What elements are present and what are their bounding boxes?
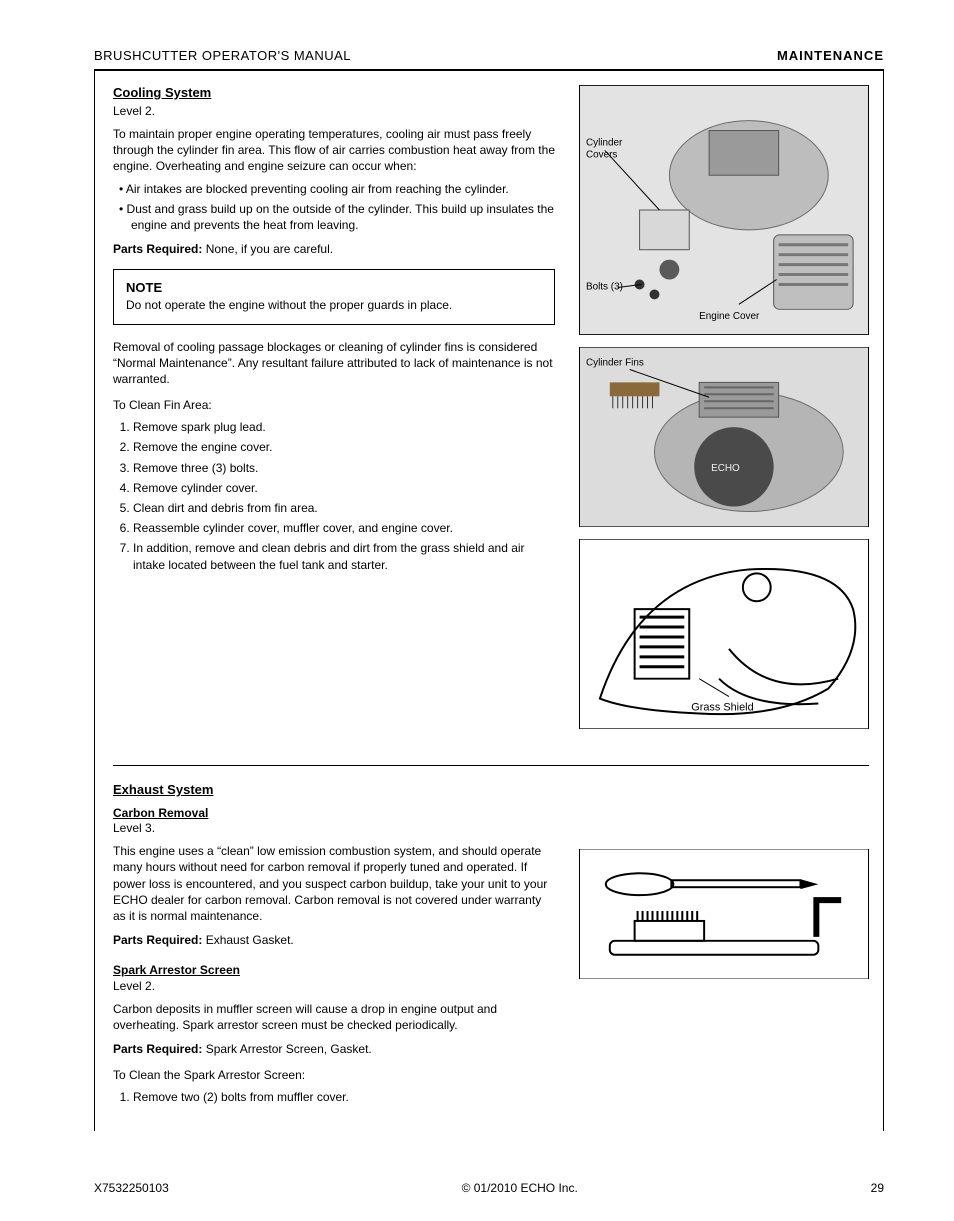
cooling-parts: Parts Required: None, if you are careful…: [113, 241, 555, 257]
spark-body: Carbon deposits in muffler screen will c…: [113, 1001, 555, 1033]
cooling-cause-2: • Dust and grass build up on the outside…: [131, 201, 555, 233]
fig2-label: Cylinder Fins: [586, 357, 644, 368]
svg-text:Covers: Covers: [586, 149, 617, 160]
figure-engine-cover: Cylinder Covers Bolts (3) Engine Cover: [579, 85, 869, 335]
page-header: BRUSHCUTTER OPERATOR'S MANUAL MAINTENANC…: [94, 48, 884, 69]
content-frame: Cooling System Level 2. To maintain prop…: [94, 71, 884, 1131]
cooling-step-1: Remove spark plug lead.: [133, 419, 555, 435]
exhaust-figure-column: [565, 843, 869, 1109]
cooling-step-7: In addition, remove and clean debris and…: [133, 540, 555, 572]
cooling-cause-1-text: Air intakes are blocked preventing cooli…: [126, 182, 509, 196]
cooling-figures-column: Cylinder Covers Bolts (3) Engine Cover: [565, 85, 869, 741]
spark-parts-value: Spark Arrestor Screen, Gasket.: [206, 1042, 372, 1056]
spark-parts: Parts Required: Spark Arrestor Screen, G…: [113, 1041, 555, 1057]
cooling-step-6: Reassemble cylinder cover, muffler cover…: [133, 520, 555, 536]
fig1-label-engine-cover: Engine Cover: [699, 311, 760, 322]
parts-required-label: Parts Required:: [113, 242, 202, 256]
carbon-level: Level 3.: [113, 821, 869, 835]
exhaust-block: Exhaust System Carbon Removal Level 3. T…: [113, 776, 869, 1109]
tools-svg: [580, 849, 868, 979]
figure-cylinder-fins: ECHO Cylinder Fins: [579, 347, 869, 527]
page-footer: X7532250103 © 01/2010 ECHO Inc. 29: [0, 1181, 954, 1195]
engine-cover-svg: Cylinder Covers Bolts (3) Engine Cover: [580, 85, 868, 335]
fig3-label: Grass Shield: [691, 701, 753, 713]
cooling-level: Level 2.: [113, 104, 555, 118]
note-title: NOTE: [126, 280, 542, 295]
cooling-step-5: Clean dirt and debris from fin area.: [133, 500, 555, 516]
cooling-step-lead: To Clean Fin Area:: [113, 397, 555, 413]
carbon-parts-label: Parts Required:: [113, 933, 202, 947]
carbon-subtitle: Carbon Removal: [113, 805, 869, 821]
section-divider: [113, 765, 869, 766]
footer-page-number: 29: [871, 1181, 884, 1195]
note-box: NOTE Do not operate the engine without t…: [113, 269, 555, 324]
fig1-label-cyl-covers: Cylinder: [586, 137, 623, 148]
carbon-parts-value: Exhaust Gasket.: [206, 933, 294, 947]
cooling-step-2: Remove the engine cover.: [133, 439, 555, 455]
exhaust-title: Exhaust System: [113, 782, 869, 797]
manual-label: BRUSHCUTTER OPERATOR'S MANUAL: [94, 48, 351, 63]
fig1-label-bolts: Bolts (3): [586, 281, 623, 292]
figure-grass-shield: Grass Shield: [579, 539, 869, 729]
spark-step-1: Remove two (2) bolts from muffler cover.: [133, 1089, 555, 1105]
cooling-text-column: Cooling System Level 2. To maintain prop…: [113, 85, 565, 741]
cooling-intro: To maintain proper engine operating temp…: [113, 126, 555, 175]
cooling-cause-1: • Air intakes are blocked preventing coo…: [131, 181, 555, 197]
note-body: Do not operate the engine without the pr…: [126, 297, 542, 313]
grass-shield-svg: Grass Shield: [580, 539, 868, 729]
spark-step-lead: To Clean the Spark Arrestor Screen:: [113, 1067, 555, 1083]
carbon-body: This engine uses a “clean” low emission …: [113, 843, 555, 924]
spark-steps: Remove two (2) bolts from muffler cover.: [113, 1089, 555, 1105]
carbon-parts: Parts Required: Exhaust Gasket.: [113, 932, 555, 948]
exhaust-text-column: This engine uses a “clean” low emission …: [113, 843, 565, 1109]
figure-tools: [579, 849, 869, 979]
cooling-step-3: Remove three (3) bolts.: [133, 460, 555, 476]
cooling-title: Cooling System: [113, 85, 555, 100]
footer-copyright: © 01/2010 ECHO Inc.: [462, 1181, 578, 1195]
spark-level: Level 2.: [113, 979, 555, 993]
spark-subtitle: Spark Arrestor Screen: [113, 962, 555, 978]
footer-code: X7532250103: [94, 1181, 169, 1195]
svg-text:ECHO: ECHO: [711, 463, 740, 474]
cylinder-fins-svg: ECHO Cylinder Fins: [580, 347, 868, 527]
spark-parts-label: Parts Required:: [113, 1042, 202, 1056]
cooling-postnote: Removal of cooling passage blockages or …: [113, 339, 555, 388]
section-heading: MAINTENANCE: [777, 48, 884, 63]
page: BRUSHCUTTER OPERATOR'S MANUAL MAINTENANC…: [0, 0, 954, 1221]
cooling-step-4: Remove cylinder cover.: [133, 480, 555, 496]
cooling-cause-2-text: Dust and grass build up on the outside o…: [127, 202, 554, 232]
cooling-parts-value: None, if you are careful.: [206, 242, 333, 256]
cooling-steps: Remove spark plug lead. Remove the engin…: [113, 419, 555, 573]
